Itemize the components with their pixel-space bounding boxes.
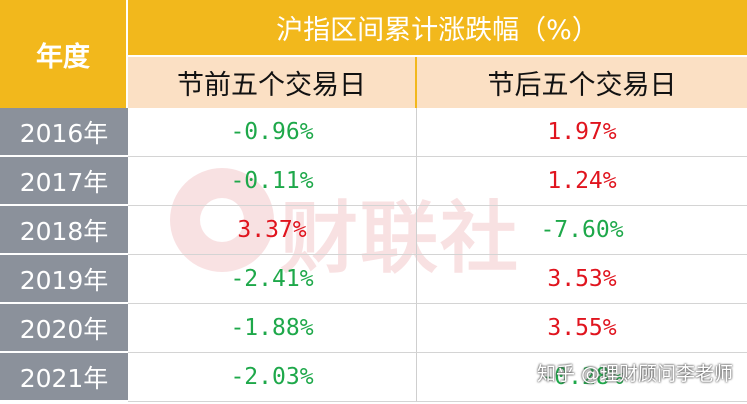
year-cell: 2019年: [0, 255, 128, 304]
pre-holiday-value-cell: -1.88%: [128, 304, 417, 353]
pre-holiday-value-cell: -0.11%: [128, 157, 417, 206]
post-holiday-value-cell: -7.60%: [417, 206, 747, 255]
pre-holiday-value-cell: -2.03%: [128, 353, 417, 402]
year-cell: 2018年: [0, 206, 128, 255]
post-holiday-value-cell: 1.97%: [417, 108, 747, 157]
post-holiday-value-cell: -0.28%: [417, 353, 747, 402]
year-cell: 2021年: [0, 353, 128, 402]
pre-holiday-value-cell: -0.96%: [128, 108, 417, 157]
year-cell: 2016年: [0, 108, 128, 157]
year-cell: 2017年: [0, 157, 128, 206]
post-holiday-value-cell: 3.53%: [417, 255, 747, 304]
year-cell: 2020年: [0, 304, 128, 353]
pre-holiday-value-cell: -2.41%: [128, 255, 417, 304]
pre-holiday-column-header: 节前五个交易日: [128, 57, 417, 108]
post-holiday-value-cell: 1.24%: [417, 157, 747, 206]
post-holiday-value-cell: 3.55%: [417, 304, 747, 353]
pre-holiday-value-cell: 3.37%: [128, 206, 417, 255]
year-column-header: 年度: [0, 0, 128, 108]
post-holiday-column-header: 节后五个交易日: [417, 57, 747, 108]
author-credit: 知乎 @理财顾问李老师: [536, 363, 733, 385]
table-title-header: 沪指区间累计涨跌幅（%）: [128, 0, 747, 57]
